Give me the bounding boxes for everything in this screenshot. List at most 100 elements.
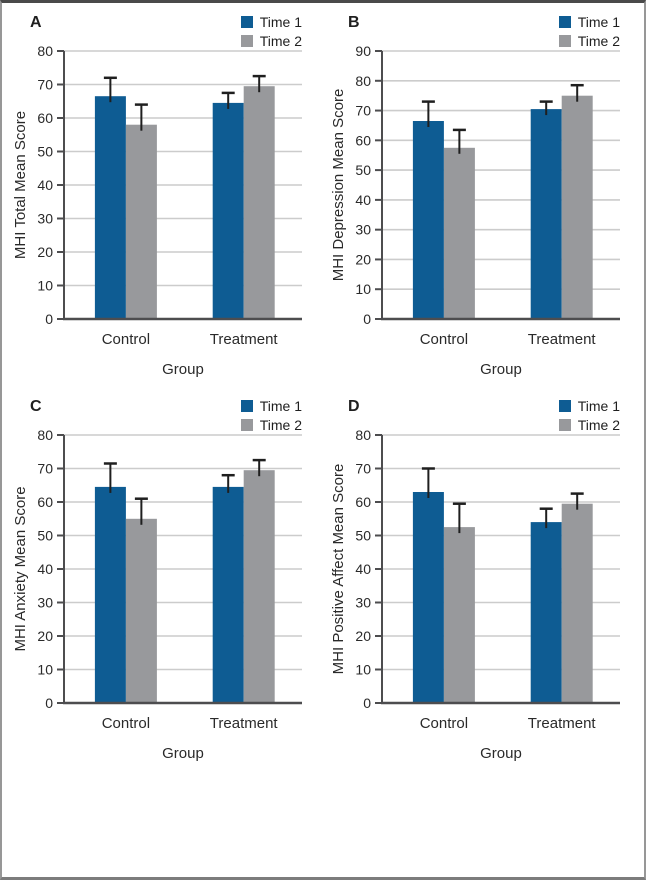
y-tick-label: 20 [355, 628, 371, 644]
legend: Time 1 Time 2 [240, 14, 302, 49]
bar-control-time2 [125, 124, 157, 319]
time1-swatch-icon [558, 16, 571, 28]
y-tick-label: 30 [355, 222, 371, 238]
legend: Time 1 Time 2 [558, 398, 620, 433]
y-tick-label: 80 [355, 73, 371, 89]
category-label: Treatment [210, 715, 279, 732]
bar-treatment-time1 [530, 522, 562, 703]
legend-item-time1: Time 1 [558, 398, 620, 414]
chart-svg: Control Treatment 0 10 20 30 40 50 60 70 80 Group MH… [12, 43, 302, 378]
y-axis-title: MHI Total Mean Score [12, 111, 29, 259]
y-tick-label: 50 [355, 162, 371, 178]
bar-control-time2 [443, 147, 475, 319]
chart-svg: Control Treatment 0 10 20 30 40 50 60 70 80 Group MH… [330, 427, 620, 762]
bar-control-time2 [125, 518, 157, 704]
legend-item-time2: Time 2 [240, 417, 302, 433]
y-tick-label: 30 [355, 595, 371, 611]
legend-label-time2: Time 2 [259, 33, 302, 49]
y-tick-label: 60 [355, 132, 371, 148]
y-tick-label: 0 [363, 311, 371, 327]
bar-chart-mhi-total: Control Treatment 0 10 20 30 40 50 60 70 80 Group MH… [8, 9, 320, 386]
y-tick-label: 40 [37, 177, 53, 193]
y-tick-label: 20 [355, 251, 371, 267]
y-tick-label: 20 [37, 628, 53, 644]
y-tick-label: 0 [363, 695, 371, 711]
y-tick-label: 70 [355, 103, 371, 119]
x-axis-title: Group [162, 745, 204, 762]
bar-treatment-time1 [212, 486, 244, 703]
legend-label-time1: Time 1 [259, 398, 302, 414]
time1-swatch-icon [240, 400, 253, 412]
bar-treatment-time1 [212, 102, 244, 320]
y-tick-label: 50 [37, 528, 53, 544]
legend-label-time1: Time 1 [259, 14, 302, 30]
y-tick-label: 70 [37, 461, 53, 477]
x-axis-title: Group [162, 361, 204, 378]
chart-svg: Control Treatment 0 10 20 30 40 50 60 70 80 90 Group… [330, 43, 620, 378]
y-tick-label: 50 [37, 144, 53, 160]
x-axis-title: Group [480, 745, 522, 762]
bar-control-time1 [412, 492, 444, 703]
legend-label-time2: Time 2 [259, 417, 302, 433]
legend-item-time2: Time 2 [240, 33, 302, 49]
bar-treatment-time2 [561, 95, 593, 319]
y-tick-label: 90 [355, 43, 371, 59]
y-tick-label: 10 [37, 662, 53, 678]
panel-letter-d: D [348, 398, 361, 415]
category-label: Treatment [528, 715, 597, 732]
category-label: Control [420, 331, 468, 348]
category-label: Control [420, 715, 468, 732]
panel-b: Control Treatment 0 10 20 30 40 50 60 70 80 90 Group… [326, 9, 638, 381]
y-tick-label: 20 [37, 244, 53, 260]
bar-control-time1 [94, 96, 126, 319]
y-tick-label: 10 [37, 278, 53, 294]
legend-item-time1: Time 1 [240, 398, 302, 414]
time1-swatch-icon [558, 400, 571, 412]
time1-swatch-icon [240, 16, 253, 28]
y-tick-label: 30 [37, 595, 53, 611]
y-tick-label: 80 [355, 427, 371, 443]
legend-label-time2: Time 2 [577, 417, 620, 433]
panel-letter-c: C [30, 398, 43, 415]
y-tick-label: 60 [37, 110, 53, 126]
legend-label-time2: Time 2 [577, 33, 620, 49]
time2-swatch-icon [240, 35, 253, 47]
bar-treatment-time2 [243, 470, 275, 703]
y-axis-title: MHI Depression Mean Score [330, 89, 347, 282]
y-tick-label: 80 [37, 427, 53, 443]
legend-item-time2: Time 2 [558, 417, 620, 433]
panel-c: Control Treatment 0 10 20 30 40 50 60 70 80 Group MH… [8, 393, 320, 765]
chart-svg: Control Treatment 0 10 20 30 40 50 60 70 80 Group MH… [12, 427, 302, 762]
bar-chart-mhi-anxiety: Control Treatment 0 10 20 30 40 50 60 70 80 Group MH… [8, 393, 320, 770]
legend-item-time2: Time 2 [558, 33, 620, 49]
y-axis-title: MHI Positive Affect Mean Score [330, 464, 347, 675]
y-tick-label: 70 [355, 461, 371, 477]
legend-item-time1: Time 1 [558, 14, 620, 30]
category-label: Control [102, 331, 150, 348]
y-tick-label: 10 [355, 662, 371, 678]
bar-treatment-time1 [530, 109, 562, 319]
category-label: Treatment [528, 331, 597, 348]
bar-chart-mhi-depression: Control Treatment 0 10 20 30 40 50 60 70 80 90 Group… [326, 9, 638, 386]
panel-a: Control Treatment 0 10 20 30 40 50 60 70 80 Group MH… [8, 9, 320, 381]
bar-control-time1 [94, 486, 126, 703]
y-tick-label: 60 [37, 494, 53, 510]
y-tick-label: 10 [355, 281, 371, 297]
panel-grid: Control Treatment 0 10 20 30 40 50 60 70 80 Group MH… [8, 9, 638, 765]
panel-d: Control Treatment 0 10 20 30 40 50 60 70 80 Group MH… [326, 393, 638, 765]
category-label: Control [102, 715, 150, 732]
y-tick-label: 40 [355, 561, 371, 577]
panel-letter-b: B [348, 14, 361, 31]
y-tick-label: 0 [45, 311, 53, 327]
y-tick-label: 50 [355, 528, 371, 544]
y-tick-label: 80 [37, 43, 53, 59]
panel-letter-a: A [30, 14, 43, 31]
x-axis-title: Group [480, 361, 522, 378]
time2-swatch-icon [558, 419, 571, 431]
bar-treatment-time2 [561, 503, 593, 703]
bar-chart-mhi-positive-affect: Control Treatment 0 10 20 30 40 50 60 70 80 Group MH… [326, 393, 638, 770]
bar-control-time1 [412, 121, 444, 319]
category-label: Treatment [210, 331, 279, 348]
bar-treatment-time2 [243, 86, 275, 319]
time2-swatch-icon [240, 419, 253, 431]
